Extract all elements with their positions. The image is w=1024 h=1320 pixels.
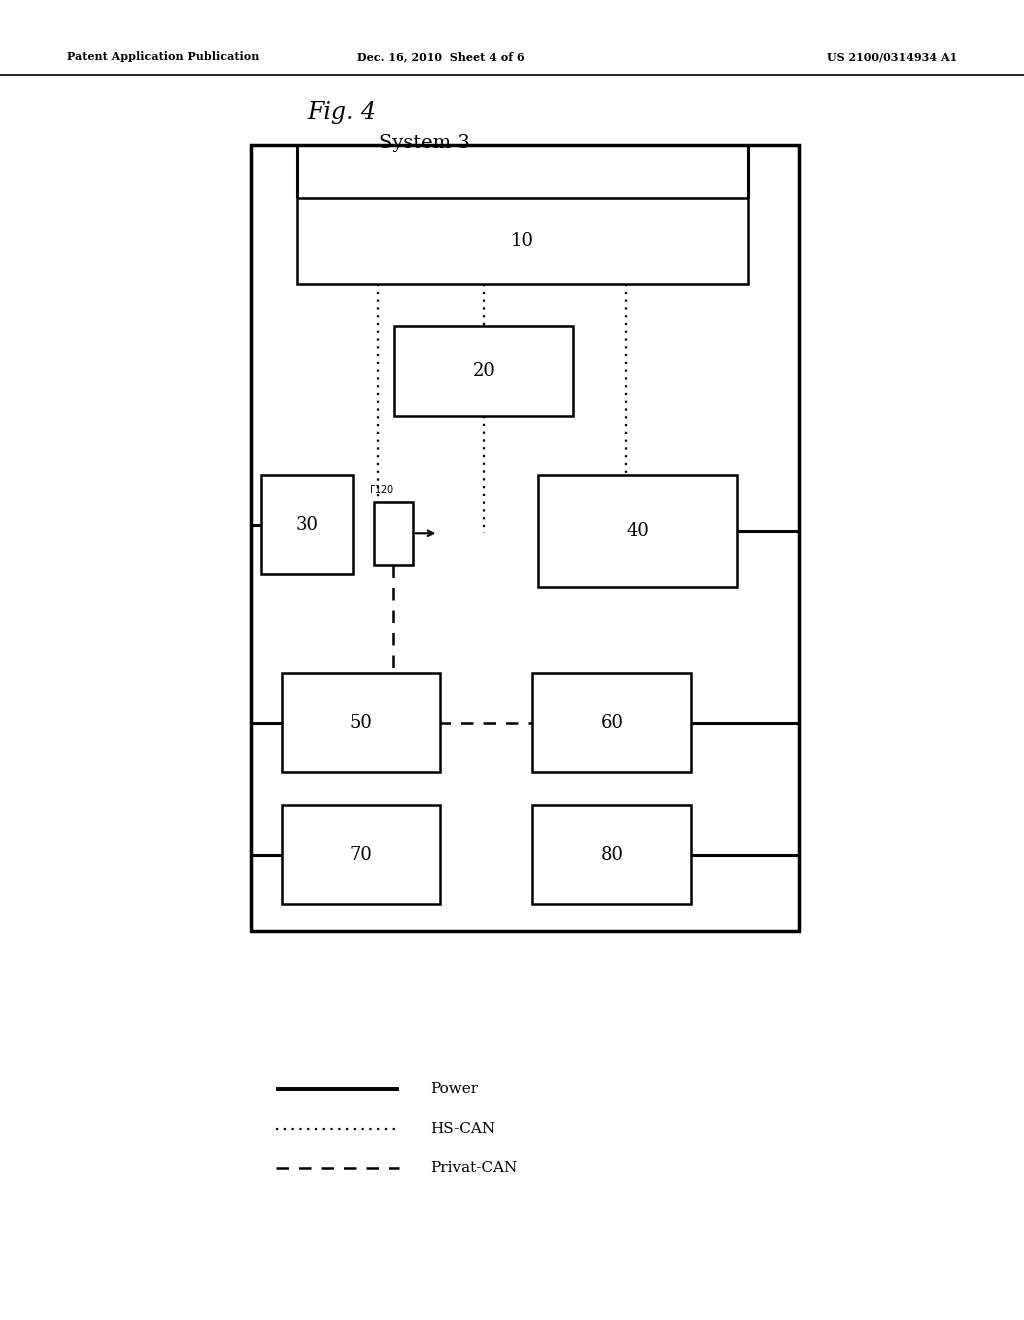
Text: 50: 50 (349, 714, 373, 731)
Text: 10: 10 (511, 232, 534, 249)
Text: US 2100/0314934 A1: US 2100/0314934 A1 (827, 51, 957, 62)
Bar (251, 145, 799, 931)
Text: Privat-CAN: Privat-CAN (430, 1162, 517, 1175)
Text: 20: 20 (472, 362, 496, 380)
Text: Fig. 4: Fig. 4 (307, 100, 376, 124)
Bar (261, 475, 353, 574)
Bar (394, 326, 573, 416)
Bar (282, 805, 440, 904)
Text: 70: 70 (349, 846, 373, 863)
Text: $\Gamma$120: $\Gamma$120 (369, 483, 394, 495)
Text: System 3: System 3 (379, 133, 470, 152)
Text: Power: Power (430, 1082, 478, 1096)
Bar (532, 805, 691, 904)
Text: HS-CAN: HS-CAN (430, 1122, 496, 1135)
Bar (282, 673, 440, 772)
Bar (538, 475, 737, 587)
Bar (532, 673, 691, 772)
Text: 80: 80 (600, 846, 624, 863)
Text: Dec. 16, 2010  Sheet 4 of 6: Dec. 16, 2010 Sheet 4 of 6 (356, 51, 524, 62)
Text: Patent Application Publication: Patent Application Publication (67, 51, 259, 62)
Text: 30: 30 (296, 516, 318, 533)
Bar (297, 198, 748, 284)
Text: 40: 40 (626, 523, 649, 540)
Bar (374, 502, 413, 565)
Text: 60: 60 (600, 714, 624, 731)
